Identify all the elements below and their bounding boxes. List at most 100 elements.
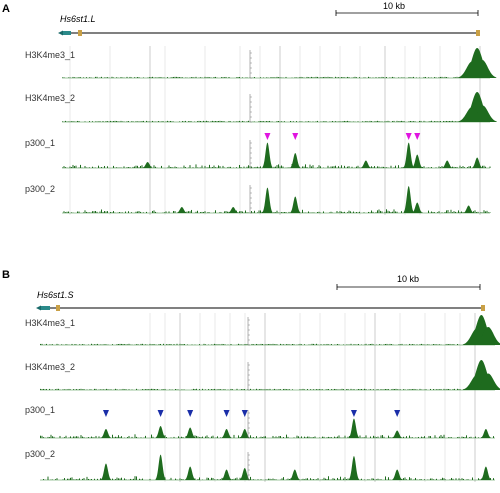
panel-a-noise-mark: [335, 121, 336, 122]
panel-b-noise-mark: [343, 478, 344, 480]
panel-a-noise-mark: [336, 121, 338, 122]
panel-a-noise-mark: [63, 211, 65, 213]
panel-b-noise-mark: [67, 389, 68, 390]
panel-a-noise-mark: [452, 120, 453, 122]
panel-a-noise-mark: [195, 76, 197, 78]
panel-b-noise-mark: [286, 389, 287, 390]
panel-b-noise-mark: [275, 479, 277, 480]
panel-a-noise-mark: [146, 211, 147, 213]
panel-b-noise-mark: [104, 344, 106, 345]
panel-b-noise-mark: [161, 389, 163, 390]
panel-a-noise-mark: [212, 120, 213, 122]
panel-a-noise-mark: [380, 210, 381, 213]
panel-a-noise-mark: [332, 77, 333, 78]
panel-a-noise-mark: [266, 77, 267, 78]
panel-b-noise-mark: [316, 343, 317, 345]
panel-b-noise-mark: [361, 389, 362, 390]
panel-a-noise-mark: [344, 211, 345, 213]
panel-a-noise-mark: [477, 211, 479, 213]
panel-b-noise-mark: [182, 344, 184, 345]
panel-b-noise-mark: [446, 388, 448, 390]
panel-a-noise-mark: [138, 211, 140, 213]
panel-a-noise-mark: [143, 120, 144, 122]
panel-a-noise-mark: [219, 120, 221, 122]
panel-a-noise-mark: [228, 211, 230, 213]
panel-b-noise-mark: [56, 478, 58, 480]
panel-b-noise-mark: [73, 436, 74, 438]
panel-a-noise-mark: [398, 77, 399, 78]
panel-b-noise-mark: [236, 388, 238, 390]
panel-b-noise-mark: [410, 389, 412, 390]
panel-b-noise-mark: [385, 476, 386, 480]
panel-b-noise-mark: [445, 479, 446, 480]
panel-b-noise-mark: [205, 436, 206, 438]
panel-a-signal-peak: [403, 142, 414, 168]
panel-a-noise-mark: [288, 167, 290, 168]
panel-b-noise-mark: [373, 435, 374, 438]
panel-b-noise-mark: [398, 344, 400, 345]
panel-b-noise-mark: [346, 389, 347, 390]
panel-a-track-label-1: H3K4me3_1: [25, 50, 75, 60]
panel-a-noise-mark: [455, 211, 456, 213]
panel-a-noise-mark: [323, 77, 324, 78]
panel-b-noise-mark: [82, 478, 83, 480]
panel-a-noise-mark: [132, 121, 134, 122]
panel-b-noise-mark: [314, 344, 316, 345]
panel-b-noise-mark: [217, 479, 218, 480]
panel-a-noise-mark: [107, 77, 108, 78]
panel-b-noise-mark: [169, 344, 170, 345]
panel-a-noise-mark: [369, 77, 371, 78]
panel-b-noise-mark: [260, 479, 262, 480]
panel-a-noise-mark: [411, 77, 413, 78]
panel-b-signal-peak: [474, 327, 500, 345]
panel-b-noise-mark: [334, 436, 335, 438]
panel-b-noise-mark: [194, 389, 196, 390]
panel-b-noise-mark: [89, 389, 91, 390]
panel-b-noise-mark: [373, 344, 374, 345]
panel-b-noise-mark: [64, 478, 65, 480]
panel-a-noise-mark: [462, 212, 464, 213]
panel-a-noise-mark: [219, 166, 221, 168]
panel-b-noise-mark: [466, 435, 467, 438]
panel-a-noise-mark: [72, 121, 74, 122]
panel-a-noise-mark: [401, 120, 402, 122]
panel-b-noise-mark: [112, 344, 113, 345]
panel-a-noise-mark: [278, 164, 279, 168]
panel-a-noise-mark: [204, 165, 206, 168]
panel-a-noise-mark: [215, 210, 216, 213]
panel-a-noise-mark: [378, 121, 380, 122]
panel-b-noise-mark: [62, 479, 64, 480]
panel-b-noise-mark: [379, 344, 380, 345]
panel-b-noise-mark: [74, 389, 76, 390]
panel-a-signal-peak: [412, 202, 423, 213]
panel-a-noise-mark: [435, 121, 437, 122]
panel-b-noise-mark: [439, 389, 440, 390]
panel-a-noise-mark: [434, 77, 435, 78]
panel-b-noise-mark: [257, 344, 259, 345]
panel-a-noise-mark: [111, 121, 113, 122]
panel-b-noise-mark: [149, 478, 151, 480]
panel-a-noise-mark: [174, 76, 176, 78]
panel-b-noise-mark: [347, 388, 349, 390]
panel-a-noise-mark: [237, 212, 239, 213]
panel-a-noise-mark: [104, 77, 105, 78]
panel-a-signal-peak: [468, 60, 497, 78]
panel-a-noise-mark: [393, 120, 395, 122]
panel-a-noise-mark: [323, 121, 324, 122]
panel-b-noise-mark: [326, 343, 328, 345]
panel-a-noise-mark: [485, 211, 486, 213]
panel-a-noise-mark: [161, 121, 162, 122]
panel-a-noise-mark: [372, 167, 374, 168]
panel-a-noise-mark: [90, 77, 92, 78]
panel-b-noise-mark: [317, 478, 319, 480]
panel-b-noise-mark: [68, 437, 70, 438]
panel-b-noise-mark: [413, 388, 415, 390]
panel-b-signal-peak: [480, 466, 491, 480]
panel-a-noise-mark: [315, 121, 317, 122]
panel-a-noise-mark: [140, 165, 141, 168]
panel-a-noise-mark: [336, 211, 338, 213]
panel-b-noise-mark: [409, 435, 410, 438]
panel-b-noise-mark: [52, 479, 53, 480]
panel-a-noise-mark: [161, 165, 162, 168]
